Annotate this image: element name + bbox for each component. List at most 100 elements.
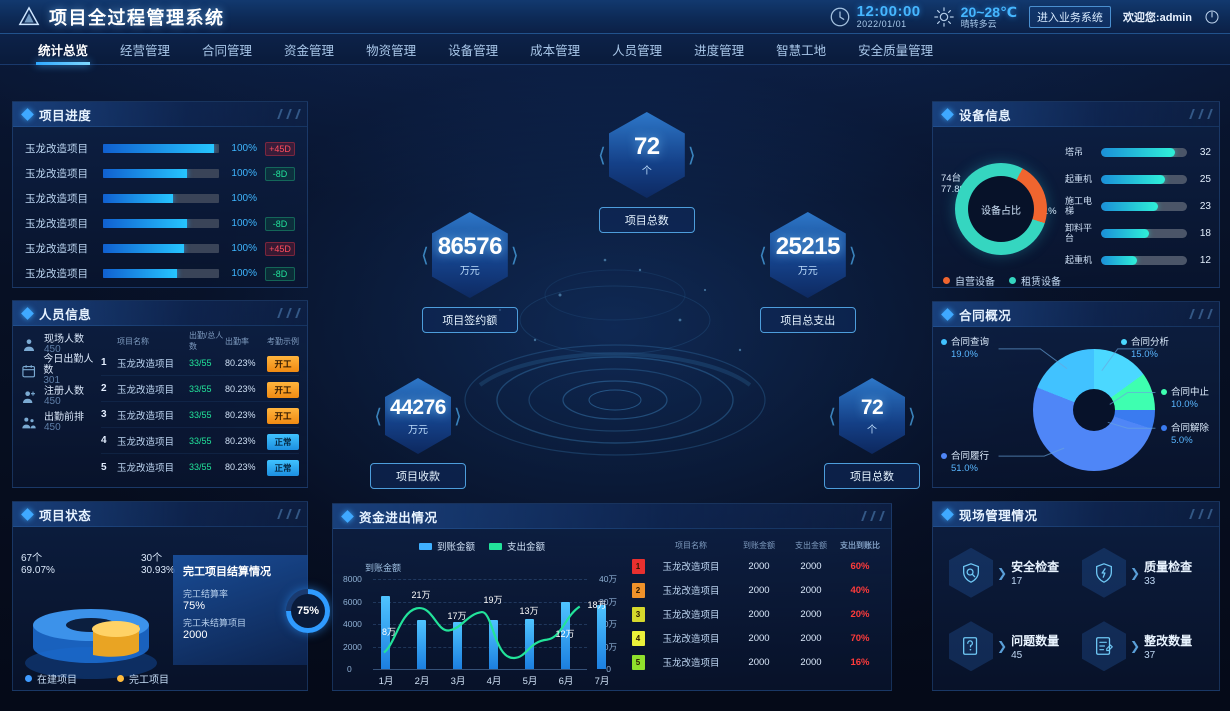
progress-badge: -8D [265,216,295,231]
kpi-label-button[interactable]: 项目收款 [370,463,466,489]
progress-track [103,169,219,178]
nav-item-wuzi[interactable]: 物资管理 [366,43,417,58]
ytick: 6000 [343,596,362,607]
hex-shape: 25215 万元 [769,212,846,298]
kpi-unit: 万元 [459,266,480,277]
progress-badge [265,198,295,200]
point-label: 12万 [555,629,575,640]
kpi-project-receipts[interactable]: ⟨ 44276 万元 ⟩ 项目收款 [370,378,466,489]
kpi-contract-amount[interactable]: ⟨ 86576 万元 ⟩ 项目签约额 [418,212,522,333]
kpi-label-button[interactable]: 项目总数 [824,463,920,489]
th-received: 到账金额 [743,541,775,550]
table-row[interactable]: 4 玉龙改造项目 33/55 80.23% 正常 [101,428,299,454]
progress-name: 玉龙改造项目 [25,193,88,205]
legend-paid: 支出金额 [489,539,545,553]
nav-item-zhihui[interactable]: 智慧工地 [776,43,827,58]
progress-row: 玉龙改造项目 100% -8D [25,161,295,186]
y2tick: 30万 [599,596,617,607]
y-axis-label: 到账金额 [365,563,402,573]
nav-item-anquan[interactable]: 安全质量管理 [858,43,934,58]
row-received: 2000 [748,560,770,572]
stat-value: 450 [44,396,61,407]
person-icon [24,339,34,351]
chevron-left-icon: ⟨ [598,144,606,167]
power-icon[interactable] [1204,9,1220,25]
kpi-label-button[interactable]: 项目签约额 [421,307,518,333]
stat-registered: 注册人数 450 [21,384,101,410]
kpi-value: 44276 [390,396,446,419]
table-row[interactable]: 4 玉龙改造项目 2000 2000 70% [627,626,883,650]
y2tick: 0 [606,664,611,674]
legend-completed: 完工项目 [117,671,169,686]
nav-item-jingying[interactable]: 经营管理 [120,43,171,58]
card-title: 完工项目结算情况 [183,566,271,578]
device-name: 卸料平台 [1065,222,1093,243]
progress-row: 玉龙改造项目 100% -8D [25,261,295,286]
table-row[interactable]: 1 玉龙改造项目 33/55 80.23% 开工 [101,350,299,376]
panel-contract-overview: 合同概况 合同查询 19.0% 合同分析 15.0% 合同中止 10.0% 合同… [932,301,1220,488]
kpi-unit: 个 [641,166,652,177]
device-row: 起重机 12 [1065,247,1211,274]
table-row[interactable]: 1 玉龙改造项目 2000 2000 60% [627,554,883,578]
panel-header: 项目进度 [13,102,307,127]
row-name: 玉龙改造项目 [117,463,175,474]
card-value: 37 [1144,649,1156,661]
legend-rented: 租赁设备 [1009,273,1061,288]
table-row[interactable]: 2 玉龙改造项目 2000 2000 40% [627,578,883,602]
device-track [1101,229,1187,238]
nav-item-renyuan[interactable]: 人员管理 [612,43,663,58]
th-ratio: 支出到账比 [840,541,880,550]
enter-system-button[interactable]: 进入业务系统 [1028,6,1111,28]
nav-item-chengben[interactable]: 成本管理 [530,43,581,58]
table-row[interactable]: 3 玉龙改造项目 33/55 80.23% 开工 [101,402,299,428]
nav-item-tongji[interactable]: 统计总览 [22,34,104,65]
personnel-stats: 现场人数 450 今日出勤人数 301 注册人数 450 出勤前排 450 [21,332,101,480]
clock-icon [830,7,849,27]
nav-item-zijin[interactable]: 资金管理 [284,43,335,58]
progress-list: 玉龙改造项目 100% +45D 玉龙改造项目 100% -8D 玉龙改造项目 … [13,127,307,286]
kpi-value: 86576 [437,233,503,260]
site-card-safety-check[interactable]: ❯ 安全检查 17 [949,541,1070,605]
kpi-total-projects-top[interactable]: ⟨ 72 个 ⟩ 项目总数 [595,112,699,233]
hex-shape: 86576 万元 [431,212,508,298]
rectify-doc-icon [1082,621,1126,672]
settle-rate-value: 75% [183,600,206,612]
row-rate: 80.23% [225,383,256,394]
nav-item-hetong[interactable]: 合同管理 [202,43,253,58]
table-row[interactable]: 2 玉龙改造项目 33/55 80.23% 开工 [101,376,299,402]
progress-row: 玉龙改造项目 100% [25,186,295,211]
kpi-total-projects-bottom[interactable]: ⟨ 72 个 ⟩ 项目总数 [824,378,920,489]
row-index: 5 [101,461,107,473]
kpi-label-button[interactable]: 项目总数 [598,207,695,233]
xtick: 4月 [486,676,502,687]
row-tag: 开工 [267,354,299,372]
row-name: 玉龙改造项目 [662,562,720,573]
table-row[interactable]: 5 玉龙改造项目 33/55 80.23% 正常 [101,454,299,480]
chevron-right-icon: ❯ [1130,565,1141,580]
kpi-total-expense[interactable]: ⟨ 25215 万元 ⟩ 项目总支出 [756,212,860,333]
kpi-label-button[interactable]: 项目总支出 [759,307,856,333]
row-ratio: 40% [850,584,870,596]
row-paid: 2000 [800,584,822,596]
table-row[interactable]: 3 玉龙改造项目 2000 2000 20% [627,602,883,626]
nav-item-shebei[interactable]: 设备管理 [448,43,499,58]
site-card-issue-count[interactable]: ❯ 问题数量 45 [949,615,1070,679]
question-doc-icon [949,621,993,672]
chevron-right-icon: ⟩ [848,244,857,267]
xtick: 5月 [522,676,538,687]
nav-item-jindu[interactable]: 进度管理 [694,43,745,58]
row-ratio: 16% [850,656,870,668]
site-card-quality-check[interactable]: ❯ 质量检查 33 [1082,541,1203,605]
panel-header: 设备信息 [933,102,1219,127]
device-value: 18 [1199,228,1211,239]
ytick: 0 [347,664,352,674]
diamond-icon [21,507,34,521]
hex-shape: 72 个 [839,378,905,454]
progress-track [103,219,219,228]
table-row[interactable]: 5 玉龙改造项目 2000 2000 16% [627,650,883,674]
xtick: 7月 [594,676,610,687]
site-card-rectify-count[interactable]: ❯ 整改数量 37 [1082,615,1203,679]
donut-center-label: 设备占比 [981,205,1021,217]
xtick: 2月 [414,676,430,687]
row-rate: 80.23% [225,462,256,472]
